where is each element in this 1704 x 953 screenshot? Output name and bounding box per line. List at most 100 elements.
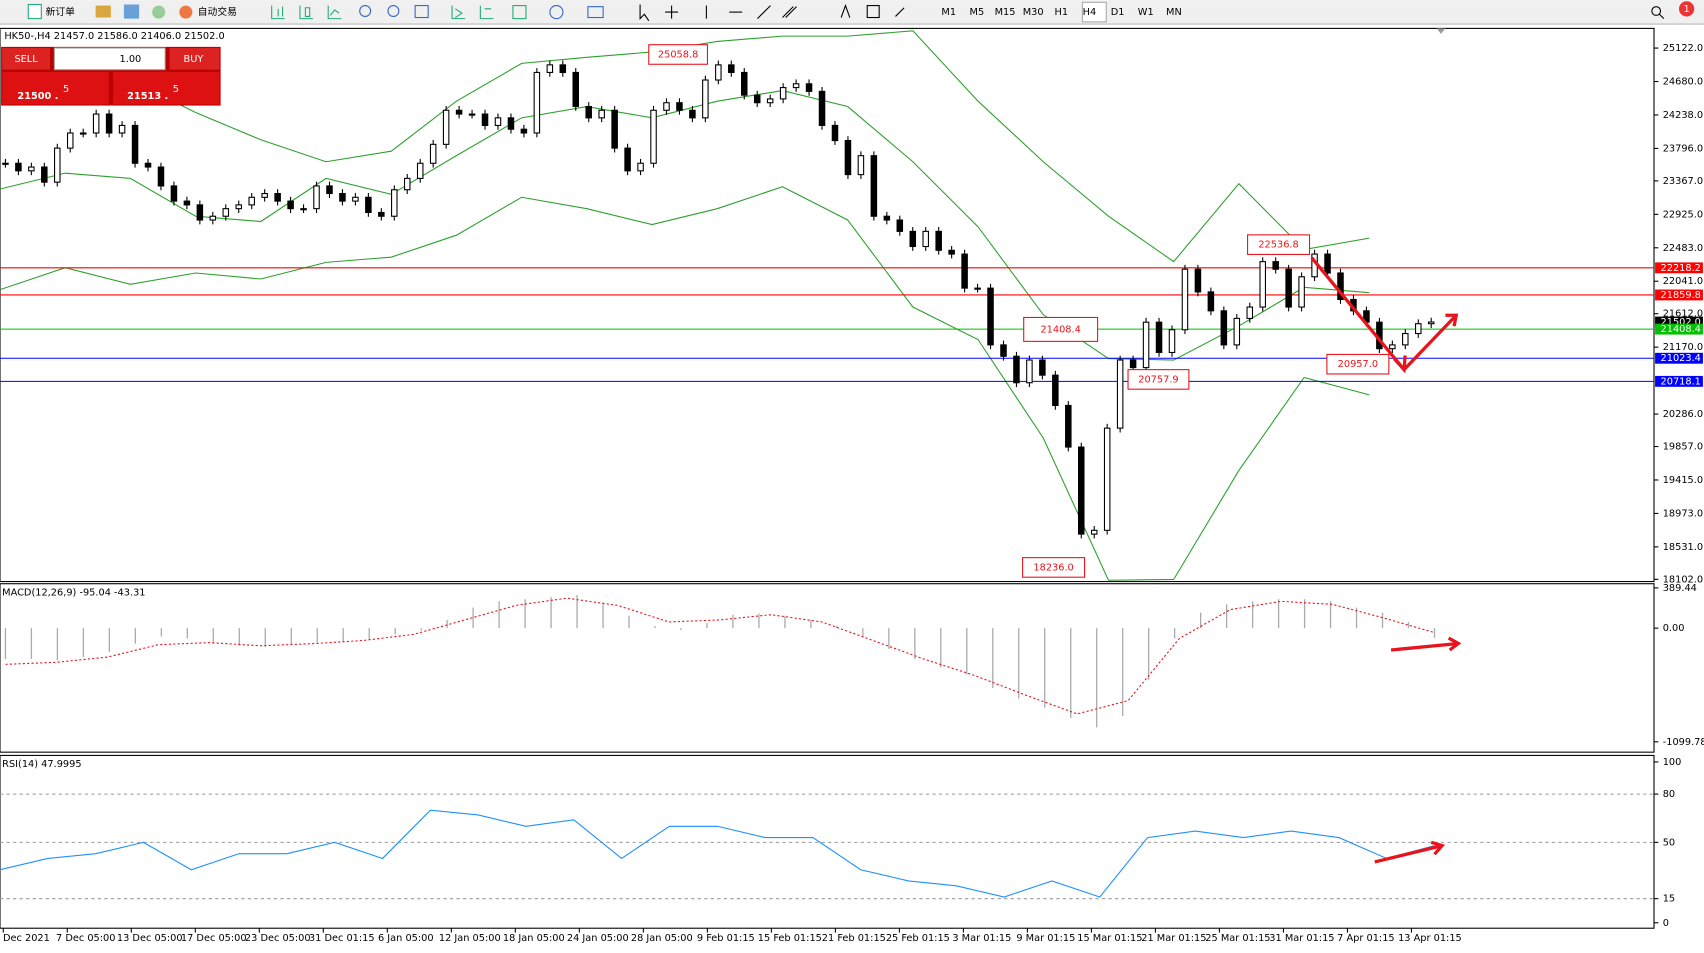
y-tick-label: 21612.0 <box>1663 309 1703 320</box>
sell-label[interactable]: SELL <box>14 54 38 65</box>
y-tick-label: 19857.0 <box>1663 442 1703 453</box>
y-tick-label: 21170.0 <box>1663 342 1703 353</box>
buy-price-box[interactable] <box>113 71 220 105</box>
candle <box>974 287 981 290</box>
annotation-box <box>1023 316 1099 342</box>
candle <box>105 113 113 134</box>
candle <box>352 196 359 202</box>
candle <box>1389 344 1396 350</box>
candle <box>1415 323 1422 335</box>
candle <box>144 162 152 168</box>
candle <box>2 162 9 165</box>
candle <box>844 140 852 176</box>
annotation: 20757.9 <box>1138 374 1178 385</box>
x-tick-label: 23 Dec 05:00 <box>245 933 311 944</box>
y-tick-label: 25122.0 <box>1663 43 1703 54</box>
timeframe[interactable]: M1 <box>941 7 956 18</box>
candle <box>157 166 165 187</box>
sell-price-tail[interactable]: 5 <box>63 84 69 95</box>
x-tick-label: 24 Jan 05:00 <box>567 933 629 944</box>
x-tick-label: 1 Dec 2021 <box>0 933 50 944</box>
candle <box>1427 321 1435 325</box>
candle <box>779 87 787 100</box>
y-tick-label: 18102.0 <box>1663 574 1703 585</box>
buy-label[interactable]: BUY <box>184 54 204 65</box>
candle <box>585 105 592 119</box>
candle <box>1026 359 1033 384</box>
new-order[interactable]: 新订单 <box>46 5 76 18</box>
timeframe[interactable]: MN <box>1166 7 1182 18</box>
candle <box>1052 374 1059 406</box>
price-tag <box>1655 375 1703 387</box>
auto-trade[interactable]: 自动交易 <box>198 5 237 18</box>
timeframe[interactable]: H4 <box>1083 7 1097 18</box>
candle <box>92 113 100 134</box>
price-tag-label: 22218.2 <box>1661 263 1701 274</box>
candle <box>598 109 605 119</box>
notification-badge[interactable] <box>1679 1 1695 17</box>
candle <box>183 200 191 206</box>
candle <box>118 124 126 134</box>
price-tag <box>1655 262 1703 274</box>
candle <box>1142 321 1150 369</box>
rsi-pane <box>0 754 1655 929</box>
y-tick-label: 0.00 <box>1663 623 1685 634</box>
candle <box>403 177 411 191</box>
candle <box>559 64 567 73</box>
sell-price[interactable]: 21500 . <box>17 91 58 102</box>
candle <box>1324 253 1331 274</box>
tool-icon[interactable] <box>152 5 166 19</box>
candle <box>66 132 74 149</box>
candle <box>637 162 644 172</box>
y-tick-label: 22483.0 <box>1663 243 1703 254</box>
y-tick-label: 19415.0 <box>1663 475 1703 486</box>
timeframe[interactable]: H1 <box>1055 7 1069 18</box>
candle <box>1298 276 1305 308</box>
volume[interactable]: 1.00 <box>120 54 142 65</box>
buy-button[interactable] <box>169 47 220 70</box>
candle <box>1155 321 1163 354</box>
candle <box>702 79 709 119</box>
candle <box>378 211 385 217</box>
tool-icon[interactable] <box>95 5 111 18</box>
volume-box[interactable] <box>53 47 166 71</box>
main-pane <box>0 27 1655 583</box>
tool-icon[interactable] <box>123 4 140 19</box>
candle <box>805 83 813 92</box>
candle <box>857 155 865 176</box>
candle <box>948 249 955 255</box>
timeframe[interactable]: M5 <box>970 7 985 18</box>
buy-price[interactable]: 21513 . <box>127 91 168 102</box>
timeframe[interactable]: W1 <box>1138 7 1154 18</box>
symbol-info: HK50-,H4 21457.0 21586.0 21406.0 21502.0 <box>4 31 224 42</box>
timeframe-selected[interactable] <box>1081 1 1107 23</box>
candle <box>1207 291 1215 312</box>
candle <box>520 128 528 134</box>
x-tick-label: 9 Feb 01:15 <box>697 933 755 944</box>
timeframe[interactable]: D1 <box>1111 7 1125 18</box>
y-tick-label: 0 <box>1663 918 1669 929</box>
candle <box>365 196 372 213</box>
auto-trade-icon[interactable] <box>179 5 193 19</box>
annotation-box <box>1247 234 1311 255</box>
sell-button[interactable] <box>2 47 50 70</box>
candle <box>818 90 826 126</box>
candle <box>1103 427 1111 531</box>
new-order-icon[interactable] <box>27 3 42 20</box>
candle <box>533 71 541 134</box>
y-tick-label: 22925.0 <box>1663 209 1703 220</box>
candle <box>1078 446 1085 535</box>
buy-price-tail[interactable]: 5 <box>173 84 179 95</box>
x-tick-label: 25 Feb 01:15 <box>886 933 950 944</box>
y-tick-label: 50 <box>1663 837 1675 848</box>
shift-marker <box>1436 28 1446 34</box>
x-tick-label: 25 Mar 01:15 <box>1205 933 1270 944</box>
timeframe[interactable]: M15 <box>995 7 1016 18</box>
sell-price-box[interactable] <box>2 71 109 105</box>
chart-tools[interactable] <box>271 3 1665 22</box>
candle <box>455 109 463 115</box>
annotation-box <box>648 44 709 65</box>
timeframe[interactable]: M30 <box>1023 7 1044 18</box>
candle <box>715 64 722 81</box>
